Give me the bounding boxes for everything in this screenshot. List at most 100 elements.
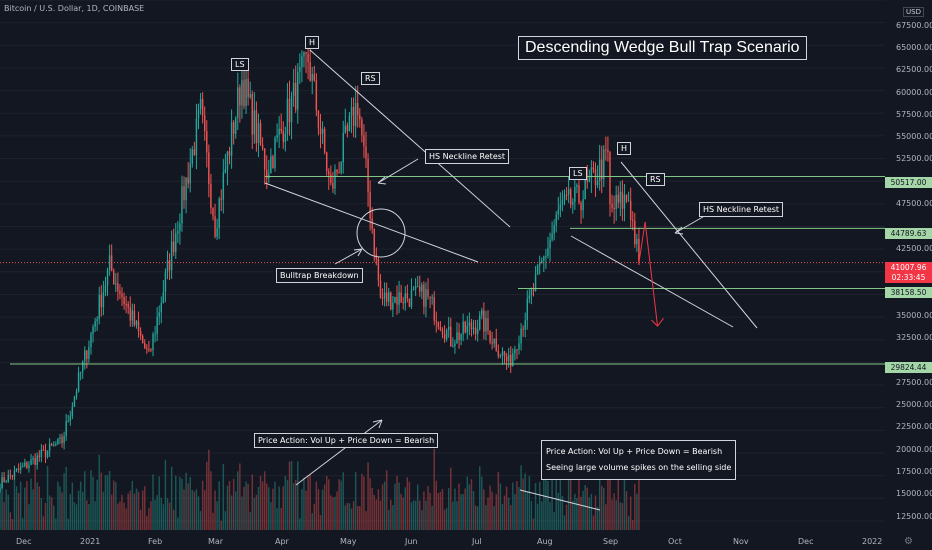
- volume-bar: [456, 501, 458, 530]
- volume-bar: [609, 444, 611, 530]
- volume-bar: [75, 504, 78, 530]
- candle-body: [538, 263, 541, 266]
- candle-body: [63, 435, 65, 443]
- volume-bar: [44, 502, 47, 530]
- volume-bar: [514, 494, 516, 530]
- volume-bar: [222, 463, 225, 530]
- volume-bar: [487, 497, 489, 530]
- rs2-label: RS: [646, 173, 665, 186]
- volume-bar: [317, 489, 320, 530]
- candle-body: [199, 99, 202, 110]
- candle-body: [352, 106, 355, 127]
- volume-bar: [356, 506, 359, 530]
- x-tick: Dec: [798, 537, 814, 546]
- candle-body: [232, 122, 235, 134]
- volume-bar: [3, 501, 5, 530]
- y-tick: 25000.00: [896, 400, 932, 409]
- candle-body: [98, 294, 100, 319]
- candle-body: [567, 189, 570, 195]
- candle-body: [164, 272, 167, 292]
- candle-body: [367, 158, 369, 192]
- candle-body: [59, 437, 61, 439]
- candle-body: [578, 185, 580, 203]
- candle-body: [230, 122, 233, 156]
- volume-bar: [81, 491, 84, 530]
- x-tick: May: [340, 537, 357, 546]
- candle-body: [634, 221, 636, 245]
- volume-bar: [245, 481, 247, 530]
- candle-body: [113, 270, 115, 285]
- bulltrap-circle: [356, 208, 406, 258]
- candle-body: [356, 102, 359, 116]
- y-tick: 27500.00: [896, 378, 932, 387]
- candle-body: [532, 289, 535, 291]
- volume-bar: [86, 500, 88, 530]
- volume-bar: [425, 500, 427, 530]
- candle-body: [32, 458, 34, 460]
- chart-title: Descending Wedge Bull Trap Scenario: [518, 36, 807, 60]
- rs1-label: RS: [361, 72, 380, 85]
- retest-arrow-2: [674, 213, 709, 234]
- candle-body: [412, 288, 415, 291]
- x-tick: Jul: [472, 537, 482, 546]
- volume-bar: [367, 462, 369, 530]
- volume-bar: [212, 512, 214, 530]
- x-tick: Sep: [603, 537, 619, 546]
- candle-body: [292, 82, 295, 97]
- volume-bar: [187, 483, 189, 530]
- volume-bar: [580, 496, 582, 530]
- candle-body: [309, 62, 311, 81]
- volume-bar: [301, 489, 303, 530]
- volume-bar: [253, 497, 256, 530]
- volume-bar: [266, 483, 268, 530]
- volume-bar: [96, 479, 98, 530]
- volume-bar: [144, 486, 146, 530]
- candle-body: [580, 202, 582, 211]
- candle-body: [81, 360, 84, 372]
- candle-body: [501, 351, 504, 356]
- candle-body: [317, 110, 320, 129]
- candle-body: [627, 200, 630, 202]
- gear-icon[interactable]: ⚙: [904, 536, 913, 547]
- candle-body: [439, 326, 442, 330]
- y-tick: 17500.00: [896, 467, 932, 476]
- symbol-title[interactable]: Bitcoin / U.S. Dollar, 1D, COINBASE: [4, 4, 145, 13]
- candle-body: [499, 355, 502, 357]
- volume-bar: [224, 511, 227, 530]
- volume-bar: [139, 509, 142, 530]
- y-tick: 32500.00: [896, 333, 932, 342]
- volume-bar: [292, 483, 295, 530]
- volume-bar: [53, 505, 55, 530]
- h1-label: H: [305, 36, 320, 49]
- candle-body: [489, 330, 491, 343]
- volume-bar: [507, 497, 510, 530]
- candle-body: [28, 464, 30, 468]
- candle-body: [512, 353, 514, 367]
- price-action-note-2-line1: Price Action: Vol Up + Price Down = Bear…: [546, 447, 723, 456]
- volume-bar: [572, 500, 574, 530]
- retest-arrow-1: [377, 158, 419, 184]
- volume-bar: [162, 504, 165, 530]
- volume-bar: [117, 503, 119, 530]
- candle-body: [518, 343, 520, 350]
- price-label-current: 41007.96: [885, 262, 932, 273]
- candle-body: [46, 450, 49, 458]
- candle-body: [303, 51, 305, 57]
- candle-body: [458, 332, 460, 341]
- volume-bar: [146, 515, 148, 530]
- candle-body: [313, 73, 316, 81]
- volume-bar: [402, 497, 404, 530]
- projection-arrow-head: [657, 317, 664, 327]
- volume-bar: [586, 487, 588, 530]
- volume-bar: [400, 493, 402, 530]
- candle-body: [478, 315, 481, 330]
- volume-bar: [423, 491, 425, 530]
- currency-badge[interactable]: USD: [903, 7, 924, 17]
- candle-body: [340, 162, 342, 173]
- candle-body: [257, 123, 260, 144]
- volume-bar: [375, 499, 378, 530]
- candle-body: [582, 199, 584, 211]
- volume-bar: [299, 518, 301, 530]
- volume-bar: [365, 511, 367, 530]
